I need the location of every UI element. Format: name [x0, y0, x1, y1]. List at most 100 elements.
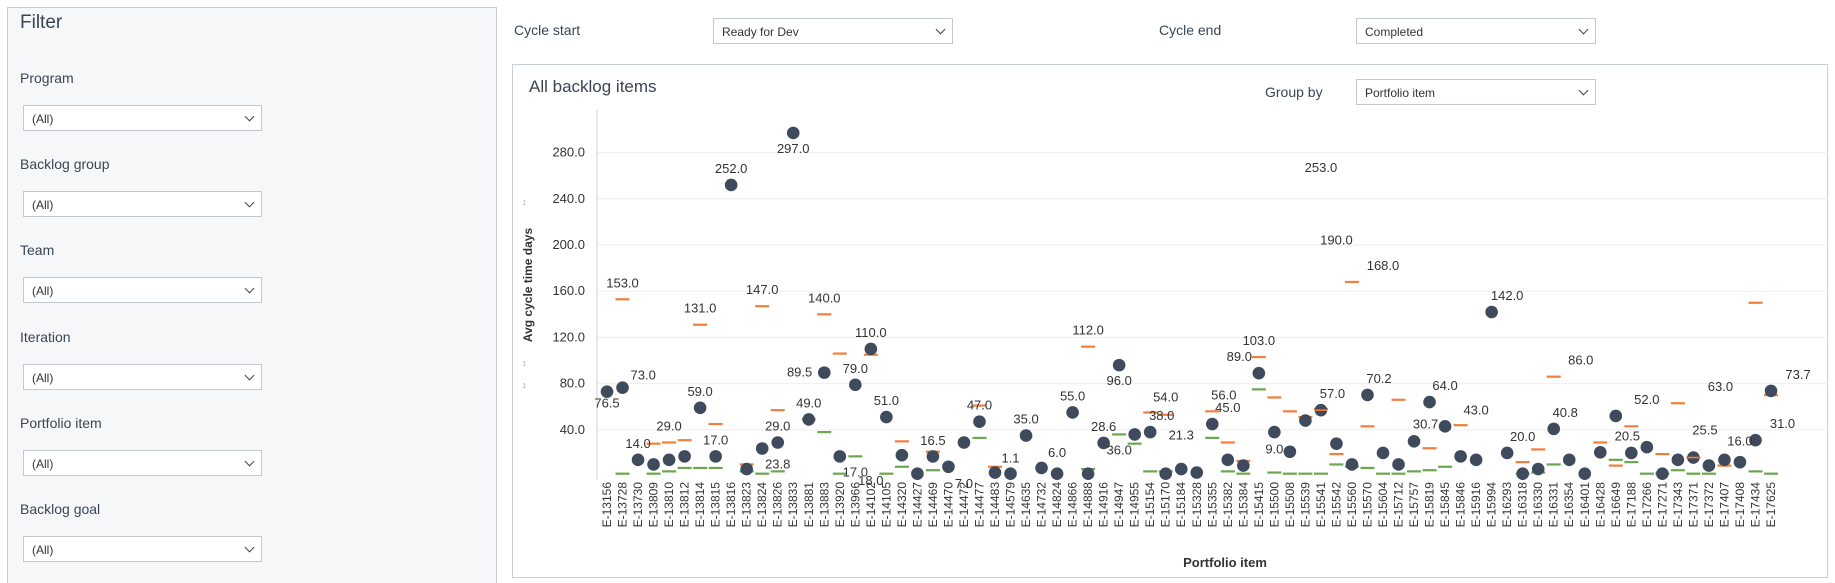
sort-icon[interactable]: ↕ — [522, 358, 527, 368]
avg-dot — [1205, 417, 1219, 431]
x-tick-label: E-16330 — [1531, 482, 1545, 528]
avg-dot — [1268, 425, 1281, 439]
x-tick-label: E-15541 — [1314, 482, 1328, 528]
x-tick-label: E-13728 — [616, 482, 630, 528]
x-tick-label: E-17371 — [1686, 482, 1700, 528]
chart-marks — [600, 126, 1778, 480]
avg-dot — [1392, 458, 1405, 471]
avg-dot — [631, 453, 645, 467]
x-tick-label: E-16428 — [1593, 482, 1607, 528]
data-label: 59.0 — [687, 384, 712, 399]
x-tick-label: E-14955 — [1128, 482, 1142, 528]
avg-dot — [1081, 467, 1095, 480]
avg-dot — [926, 450, 940, 463]
data-label: 63.0 — [1708, 379, 1733, 394]
data-label: 29.0 — [765, 419, 790, 434]
x-tick-label: E-15712 — [1392, 482, 1406, 528]
data-label: 18.0 — [858, 473, 883, 488]
data-label: 89.5 — [787, 365, 812, 380]
avg-dot — [678, 450, 691, 463]
data-label: 51.0 — [874, 393, 899, 408]
chart-title: All backlog items — [529, 77, 657, 96]
y-tick-label: 80.0 — [560, 376, 585, 391]
data-label: 7.0 — [955, 476, 973, 491]
program-value: (All) — [32, 112, 54, 126]
avg-dot — [849, 378, 862, 392]
group-by-select[interactable]: Portfolio item — [1356, 79, 1596, 105]
backlog-goal-select[interactable]: (All) — [23, 536, 262, 562]
program-select[interactable]: (All) — [23, 105, 262, 131]
x-tick-label: E-15500 — [1267, 482, 1281, 528]
x-tick-label: E-14102 — [864, 482, 878, 528]
avg-dot — [755, 442, 769, 455]
avg-dot — [1454, 450, 1467, 463]
avg-dot — [1438, 420, 1452, 433]
y-tick-label: 160.0 — [552, 283, 585, 298]
sort-icon[interactable]: ↕ — [522, 380, 527, 390]
x-tick-label: E-15819 — [1423, 482, 1437, 528]
avg-dot — [1128, 428, 1141, 441]
x-tick-label: E-15846 — [1454, 482, 1468, 528]
x-tick-label: E-15328 — [1190, 482, 1204, 528]
x-tick-label: E-14824 — [1050, 482, 1064, 528]
data-label: 49.0 — [796, 395, 821, 410]
avg-dot — [988, 466, 1002, 479]
data-label: 297.0 — [777, 141, 810, 156]
avg-dot — [1671, 453, 1685, 467]
data-label: 30.7 — [1413, 417, 1438, 432]
data-label: 20.5 — [1615, 428, 1640, 443]
x-tick-label: E-16401 — [1578, 482, 1592, 528]
x-tick-label: E-17434 — [1748, 482, 1762, 528]
data-label: 147.0 — [746, 282, 779, 297]
x-tick-label: E-13816 — [724, 482, 738, 528]
cycle-start-label: Cycle start — [514, 22, 581, 38]
cycle-end-value: Completed — [1365, 25, 1424, 39]
iteration-select[interactable]: (All) — [23, 364, 262, 390]
data-label: 36.0 — [1107, 442, 1132, 457]
data-label: 142.0 — [1491, 288, 1524, 303]
x-tick-label: E-17407 — [1717, 482, 1731, 528]
data-label: 21.3 — [1169, 427, 1194, 442]
x-tick-label: E-13814 — [693, 482, 707, 528]
avg-dot — [942, 460, 955, 474]
iteration-value: (All) — [32, 371, 54, 385]
data-label: 35.0 — [1013, 412, 1038, 427]
cycle-end-select[interactable]: Completed — [1356, 18, 1596, 44]
x-tick-label: E-13826 — [771, 482, 785, 528]
chart-panel — [512, 64, 1828, 578]
x-tick-label: E-13823 — [740, 482, 754, 528]
avg-dot — [895, 448, 909, 462]
sort-icon[interactable]: ↕ — [522, 197, 527, 207]
cycle-start-select[interactable]: Ready for Dev — [713, 18, 953, 44]
y-tick-label: 200.0 — [552, 237, 585, 252]
avg-dot — [693, 401, 707, 415]
x-tick-label: E-14472 — [957, 482, 971, 528]
data-label: 79.0 — [843, 361, 868, 376]
data-label: 190.0 — [1320, 233, 1353, 248]
avg-dot — [1423, 395, 1436, 409]
x-tick-label: E-15845 — [1438, 482, 1452, 528]
data-labels: 76.5 153.0 73.0 14.0 29.0 131.0 59.0 17.0 252.0 1… — [594, 141, 1810, 491]
x-tick-label: E-14635 — [1019, 482, 1033, 528]
avg-dot — [1485, 305, 1498, 319]
team-select[interactable]: (All) — [23, 277, 262, 303]
backlog-goal-value: (All) — [32, 543, 54, 557]
x-tick-label: E-15508 — [1283, 482, 1297, 528]
x-tick-label: E-13883 — [817, 482, 831, 528]
portfolio-item-select[interactable]: (All) — [23, 450, 262, 476]
data-label: 56.0 — [1211, 387, 1236, 402]
y-tick-label: 120.0 — [552, 329, 585, 344]
data-label: 86.0 — [1568, 353, 1593, 368]
x-tick-label: E-17188 — [1624, 482, 1638, 528]
avg-dot — [973, 415, 986, 429]
data-label: 17.0 — [843, 464, 868, 479]
x-tick-label: E-15994 — [1485, 482, 1499, 528]
program-label: Program — [20, 70, 74, 86]
avg-dot — [1702, 459, 1716, 472]
avg-dot — [1749, 433, 1762, 447]
backlog-group-select[interactable]: (All) — [23, 191, 262, 217]
data-label: 17.0 — [703, 432, 728, 447]
avg-dot — [1283, 445, 1297, 459]
avg-dot — [662, 453, 676, 467]
